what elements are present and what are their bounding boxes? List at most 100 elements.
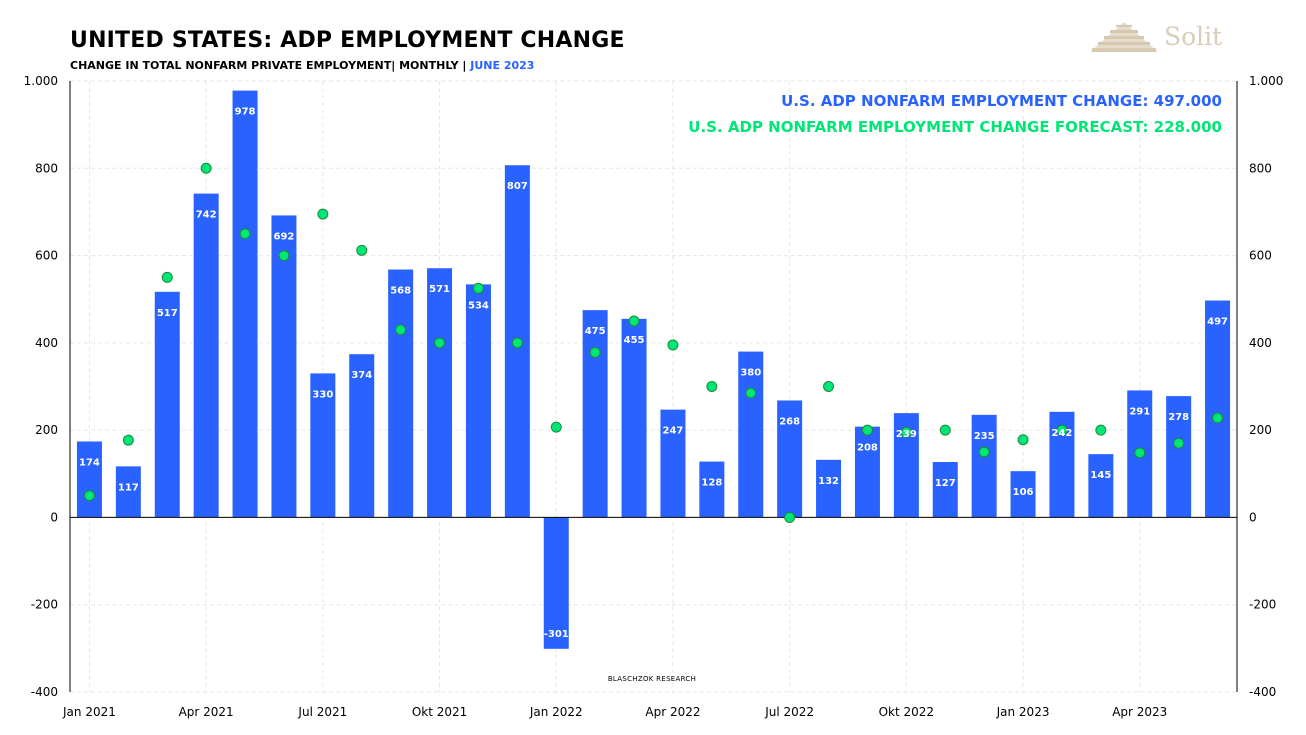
x-tick-label: Jan 2021: [62, 705, 116, 719]
bar: [76, 441, 102, 518]
tick-labels: -400 -400 -200 -200 0 0 200 200 400 400 600 600 800 8…: [24, 74, 1284, 719]
bar-value-label: 978: [235, 107, 256, 118]
subtitle-main: CHANGE IN TOTAL NONFARM PRIVATE EMPLOYME…: [70, 59, 471, 72]
forecast-point: [1212, 412, 1224, 424]
bar: [777, 400, 803, 518]
legend-actual: U.S. ADP NONFARM EMPLOYMENT CHANGE: 497.…: [781, 92, 1222, 110]
forecast-point: [83, 490, 95, 502]
x-tick-label: Jan 2022: [529, 705, 583, 719]
solit-logo: Solit: [1086, 18, 1236, 62]
pyramid-logo-icon: [1090, 22, 1158, 52]
forecast-point: [823, 381, 835, 392]
bar-value-label: 247: [663, 426, 684, 437]
y-tick-label-right: -400: [1249, 685, 1276, 699]
bar-value-label: 475: [585, 326, 606, 337]
bar-value-label: 106: [1013, 487, 1034, 498]
bar: [349, 354, 375, 518]
bar: [1010, 471, 1036, 518]
y-tick-label-left: -200: [31, 598, 58, 612]
bar: [543, 517, 569, 649]
x-tick-label: Jan 2023: [996, 705, 1050, 719]
y-tick-label-left: -400: [31, 685, 58, 699]
logo-text: Solit: [1164, 22, 1223, 51]
bar-value-label: 242: [1052, 428, 1073, 439]
bar-value-label: 117: [118, 482, 139, 493]
forecast-point: [745, 387, 757, 399]
y-tick-label-left: 200: [35, 423, 58, 437]
forecast-point: [161, 271, 173, 283]
forecast-point: [239, 228, 251, 240]
y-tick-label-right: 400: [1249, 336, 1272, 350]
x-tick-label: Apr 2022: [645, 705, 700, 719]
bar: [154, 291, 180, 518]
bar-value-label: 568: [390, 286, 411, 297]
bar-value-label: 268: [779, 416, 800, 427]
bar-value-label: 534: [468, 300, 489, 311]
bar: [699, 461, 725, 518]
bar-value-label: 127: [935, 478, 956, 489]
forecast-point: [628, 315, 640, 327]
forecast-point: [356, 244, 368, 256]
y-tick-label-left: 1.000: [24, 74, 58, 88]
bar: [427, 268, 453, 518]
bar: [193, 193, 219, 518]
y-tick-label-right: 200: [1249, 423, 1272, 437]
bar-value-label: 291: [1129, 406, 1150, 417]
source-label: BLASCHZOK RESEARCH: [608, 675, 696, 683]
x-tick-label: Jul 2021: [297, 705, 347, 719]
bar: [388, 269, 414, 518]
bar-value-label: 239: [896, 429, 917, 440]
bar-value-label: 517: [157, 308, 178, 319]
forecast-point: [278, 250, 290, 262]
forecast-point: [122, 434, 134, 446]
bar-value-label: 235: [974, 431, 995, 442]
forecast-point: [589, 346, 601, 358]
bar-value-label: 692: [274, 231, 295, 242]
x-tick-label: Jul 2022: [764, 705, 814, 719]
y-tick-label-right: 1.000: [1249, 74, 1283, 88]
bar-data-labels: 174 117 517 742 978 692 330 374 568 571 534 807 -301…: [79, 107, 1228, 640]
forecast-point: [939, 424, 951, 436]
bar-value-label: 374: [351, 370, 372, 381]
forecast-point: [511, 337, 523, 349]
forecast-point: [900, 426, 912, 438]
bar-value-label: -301: [544, 629, 569, 640]
y-tick-label-left: 800: [35, 161, 58, 175]
bar-series: [76, 90, 1231, 649]
y-tick-label-right: 600: [1249, 249, 1272, 263]
axes: [69, 81, 1238, 692]
bar: [1166, 396, 1192, 518]
bar: [854, 426, 880, 518]
forecast-point: [200, 162, 212, 174]
bar: [816, 459, 842, 518]
bar-value-label: 497: [1207, 317, 1228, 328]
bar: [738, 351, 764, 518]
gridlines: [70, 80, 1237, 693]
bar: [115, 466, 141, 518]
x-tick-label: Apr 2023: [1112, 705, 1167, 719]
forecast-point: [317, 208, 329, 220]
forecast-series: [83, 162, 1224, 523]
forecast-point: [667, 339, 679, 351]
forecast-point: [550, 421, 562, 433]
bar: [271, 215, 297, 518]
legend-forecast: U.S. ADP NONFARM EMPLOYMENT CHANGE FOREC…: [688, 118, 1222, 136]
x-tick-label: Okt 2022: [879, 705, 934, 719]
bar: [310, 373, 336, 518]
forecast-point: [434, 337, 446, 349]
forecast-point: [395, 324, 407, 336]
bar: [232, 90, 258, 518]
bar: [621, 318, 647, 518]
y-tick-label-right: 0: [1249, 510, 1257, 524]
forecast-point: [1173, 437, 1185, 449]
bar: [971, 414, 997, 518]
y-tick-label-left: 600: [35, 249, 58, 263]
forecast-point: [1017, 434, 1029, 446]
bar-value-label: 174: [79, 457, 100, 468]
bar-value-label: 455: [624, 335, 645, 346]
bar-value-label: 330: [312, 389, 333, 400]
bar: [932, 462, 958, 518]
bar-value-label: 807: [507, 181, 528, 192]
forecast-point: [861, 424, 873, 436]
